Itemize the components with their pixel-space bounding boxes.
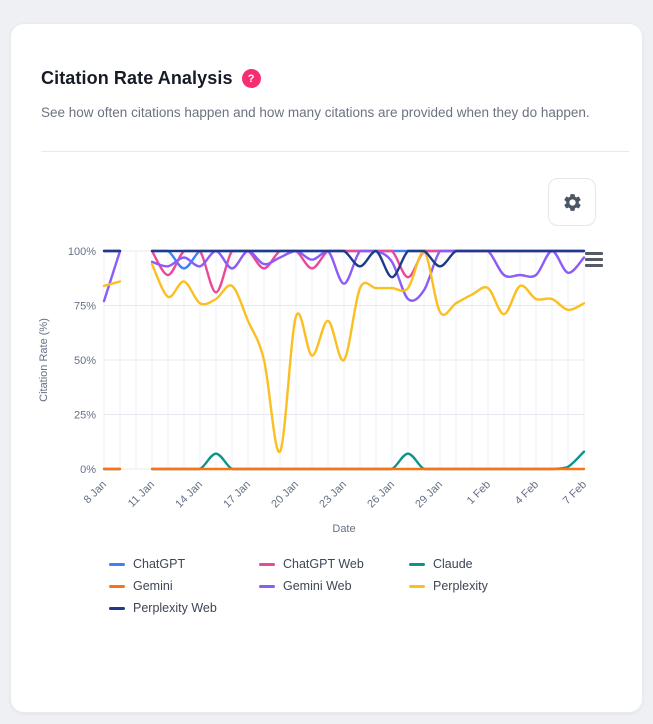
x-tick-label: 14 Jan <box>173 479 205 511</box>
y-tick-label: 75% <box>74 301 96 313</box>
x-tick-label: 4 Feb <box>513 479 541 507</box>
legend-label: Perplexity <box>433 579 488 593</box>
x-tick-label: 20 Jan <box>269 479 301 511</box>
settings-button[interactable] <box>548 178 596 226</box>
legend-label: Gemini Web <box>283 579 352 593</box>
card-header: Citation Rate Analysis ? <box>41 68 261 89</box>
help-icon[interactable]: ? <box>241 69 261 88</box>
x-axis-ticks: 8 Jan 11 Jan 14 Jan 17 Jan 20 Jan 23 Jan 26 Ja… <box>82 479 590 511</box>
legend-item-chatgpt-web[interactable]: ChatGPT Web <box>259 553 409 575</box>
legend-item-gemini[interactable]: Gemini <box>109 575 259 597</box>
gear-icon <box>563 193 581 211</box>
card-subtitle: See how often citations happen and how m… <box>41 105 590 120</box>
x-tick-label: 7 Feb <box>561 479 589 507</box>
x-tick-label: 17 Jan <box>221 479 253 511</box>
series-line-perplexity[interactable] <box>150 249 586 453</box>
chart-grid <box>103 250 585 470</box>
legend-item-gemini-web[interactable]: Gemini Web <box>259 575 409 597</box>
series-line-claude[interactable] <box>150 450 586 471</box>
x-tick-label: 23 Jan <box>317 479 349 511</box>
legend-label: ChatGPT <box>133 557 186 571</box>
series-line-gemini-web[interactable] <box>150 249 586 302</box>
legend-marker <box>409 562 425 566</box>
legend-marker <box>109 606 125 610</box>
x-tick-label: 26 Jan <box>365 479 397 511</box>
y-tick-label: 25% <box>74 410 96 422</box>
x-tick-label: 8 Jan <box>82 479 110 507</box>
series-line-perplexity[interactable] <box>102 280 122 288</box>
citation-rate-card: Citation Rate Analysis ? See how often c… <box>10 23 643 713</box>
legend-marker <box>109 584 125 588</box>
legend-marker <box>259 584 275 588</box>
legend-marker <box>109 562 125 566</box>
y-tick-label: 0% <box>80 464 96 476</box>
citation-rate-chart: 100% 75% 50% 25% 0% 8 Jan 11 Jan 14 Jan 17 Jan 2… <box>38 246 590 535</box>
x-tick-label: 1 Feb <box>465 479 493 507</box>
legend-marker <box>409 584 425 588</box>
legend-item-chatgpt[interactable]: ChatGPT <box>109 553 259 575</box>
legend-label: Claude <box>433 557 473 571</box>
y-tick-label: 100% <box>68 246 96 258</box>
y-axis-ticks: 100% 75% 50% 25% 0% <box>68 246 96 476</box>
legend-label: Perplexity Web <box>133 601 217 615</box>
x-tick-label: 11 Jan <box>126 479 157 510</box>
chart-series <box>102 249 586 471</box>
legend-item-claude[interactable]: Claude <box>409 553 559 575</box>
legend-item-perplexity-web[interactable]: Perplexity Web <box>109 597 259 619</box>
series-line-gemini-web[interactable] <box>102 249 122 303</box>
y-tick-label: 50% <box>74 355 96 367</box>
y-axis-title: Citation Rate (%) <box>38 318 50 402</box>
legend-label: Gemini <box>133 579 173 593</box>
series-line-perplexity-web[interactable] <box>150 249 586 279</box>
legend-label: ChatGPT Web <box>283 557 364 571</box>
divider <box>41 151 629 152</box>
chart-menu-icon[interactable] <box>585 252 603 267</box>
legend-marker <box>259 562 275 566</box>
legend-item-perplexity[interactable]: Perplexity <box>409 575 559 597</box>
page-title: Citation Rate Analysis <box>41 68 233 88</box>
x-axis-title: Date <box>332 523 355 535</box>
x-tick-label: 29 Jan <box>413 479 445 511</box>
chart-legend: ChatGPT ChatGPT Web Claude Gemini Gemini Web… <box>109 553 559 619</box>
